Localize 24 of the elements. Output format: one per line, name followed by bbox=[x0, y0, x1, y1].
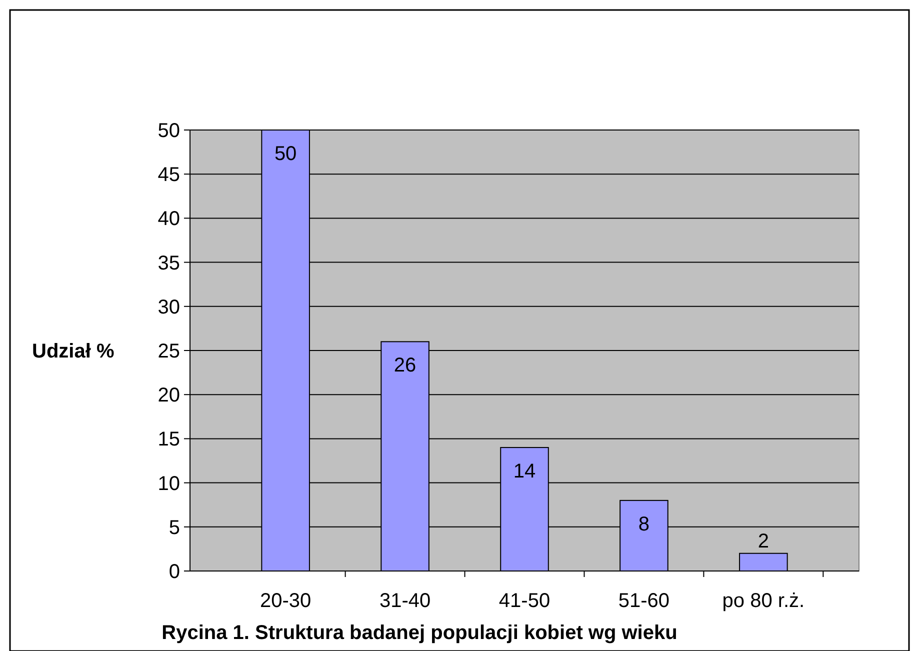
data-label: 26 bbox=[394, 354, 416, 377]
x-tick-label: 31-40 bbox=[379, 590, 431, 612]
y-tick-label: 0 bbox=[168, 561, 180, 583]
x-tick-label: po 80 r.ż. bbox=[722, 590, 805, 612]
data-label: 14 bbox=[513, 460, 536, 483]
y-tick-label: 5 bbox=[168, 516, 180, 539]
bar bbox=[739, 552, 788, 572]
y-axis-title: Udział % bbox=[32, 340, 114, 362]
y-tick-label: 10 bbox=[158, 472, 180, 495]
x-tick-label: 41-50 bbox=[498, 590, 550, 612]
x-tick-label: 20-30 bbox=[260, 590, 312, 612]
data-label: 8 bbox=[638, 513, 650, 536]
data-label: 50 bbox=[274, 143, 297, 165]
y-tick-label: 15 bbox=[158, 428, 180, 451]
text: Rycina 1. Struktura badanej populacji kobiet wg wieku bbox=[162, 622, 678, 644]
y-tick-label: 45 bbox=[158, 164, 180, 186]
x-tick-label: 51-60 bbox=[618, 590, 670, 612]
y-tick-label: 20 bbox=[158, 384, 180, 407]
y-tick-label: 40 bbox=[158, 208, 180, 230]
y-tick-label: 25 bbox=[158, 340, 180, 362]
data-label: 2 bbox=[758, 530, 769, 552]
y-tick-label: 35 bbox=[158, 252, 180, 274]
y-tick-label: 30 bbox=[158, 296, 180, 318]
y-tick-label: 50 bbox=[158, 120, 180, 142]
